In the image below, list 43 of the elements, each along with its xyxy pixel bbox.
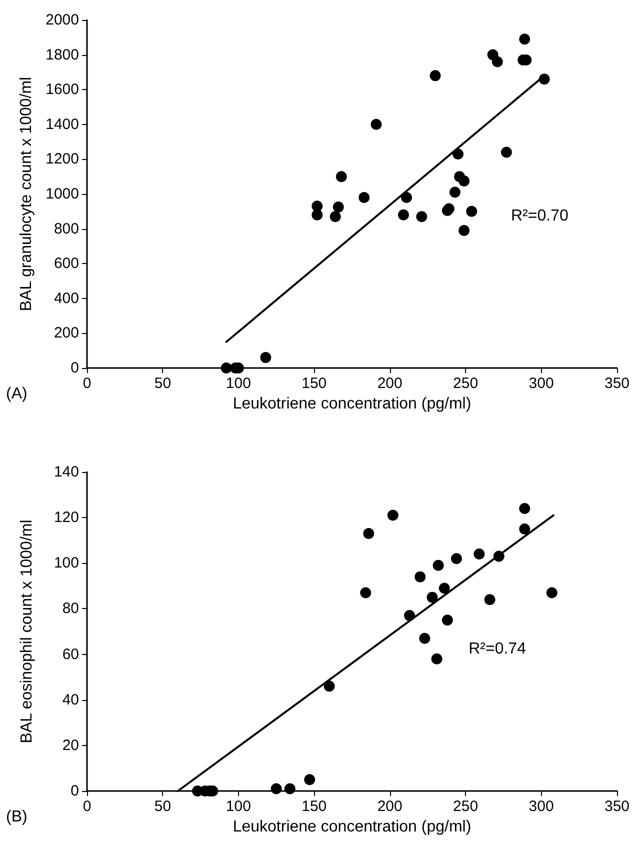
y-tick-label: 200 [54, 324, 79, 342]
y-axis-title: BAL granulocyte count x 1000/ml [18, 76, 36, 312]
x-tick-label: 200 [377, 798, 402, 815]
x-tick-label: 100 [226, 375, 251, 392]
x-tick-label: 200 [377, 375, 402, 392]
y-tick-label: 1800 [46, 46, 79, 64]
y-tick-label: 140 [54, 464, 79, 480]
y-tick-label: 120 [54, 509, 79, 526]
y-tick-label: 2000 [46, 12, 79, 28]
text: (A) [6, 386, 28, 402]
x-tick-label: 150 [302, 798, 327, 815]
y-tick-label: 600 [54, 255, 79, 272]
text: (B) [6, 808, 28, 826]
annotation: R²=0.74 [468, 640, 526, 658]
x-axis-title: Leukotriene concentration (pg/ml) [232, 818, 472, 836]
x-tick-label: 50 [154, 375, 172, 392]
x-tick-label: 300 [528, 375, 554, 392]
y-tick-label: 1200 [46, 150, 79, 168]
y-tick-label: 80 [62, 600, 79, 618]
x-tick-label: 250 [453, 375, 478, 392]
y-tick-label: 1000 [46, 186, 79, 202]
x-tick-label: 250 [453, 798, 478, 815]
annotation: R²=0.70 [511, 207, 568, 224]
x-tick-label: 300 [528, 798, 554, 815]
y-tick-label: 1400 [46, 116, 79, 133]
y-tick-label: 40 [62, 691, 79, 708]
y-axis-title: BAL eosinophil count x 1000/ml [18, 520, 36, 744]
x-tick-label: 150 [302, 375, 327, 392]
y-tick-label: 20 [62, 736, 79, 754]
y-tick-label: 0 [70, 360, 79, 376]
y-tick-label: 400 [54, 290, 79, 307]
x-tick-label: 350 [604, 798, 630, 815]
y-tick-label: 0 [70, 782, 79, 800]
x-tick-label: 100 [226, 798, 251, 815]
x-tick-label: 0 [82, 375, 92, 392]
y-tick-label: 800 [54, 220, 79, 238]
y-tick-label: 1600 [46, 81, 79, 98]
x-tick-label: 350 [604, 375, 630, 392]
x-tick-label: 0 [82, 798, 92, 815]
y-tick-label: 60 [62, 646, 79, 663]
x-axis-title: Leukotriene concentration (pg/ml) [232, 395, 472, 412]
x-tick-label: 50 [154, 798, 172, 815]
y-tick-label: 100 [54, 554, 79, 572]
